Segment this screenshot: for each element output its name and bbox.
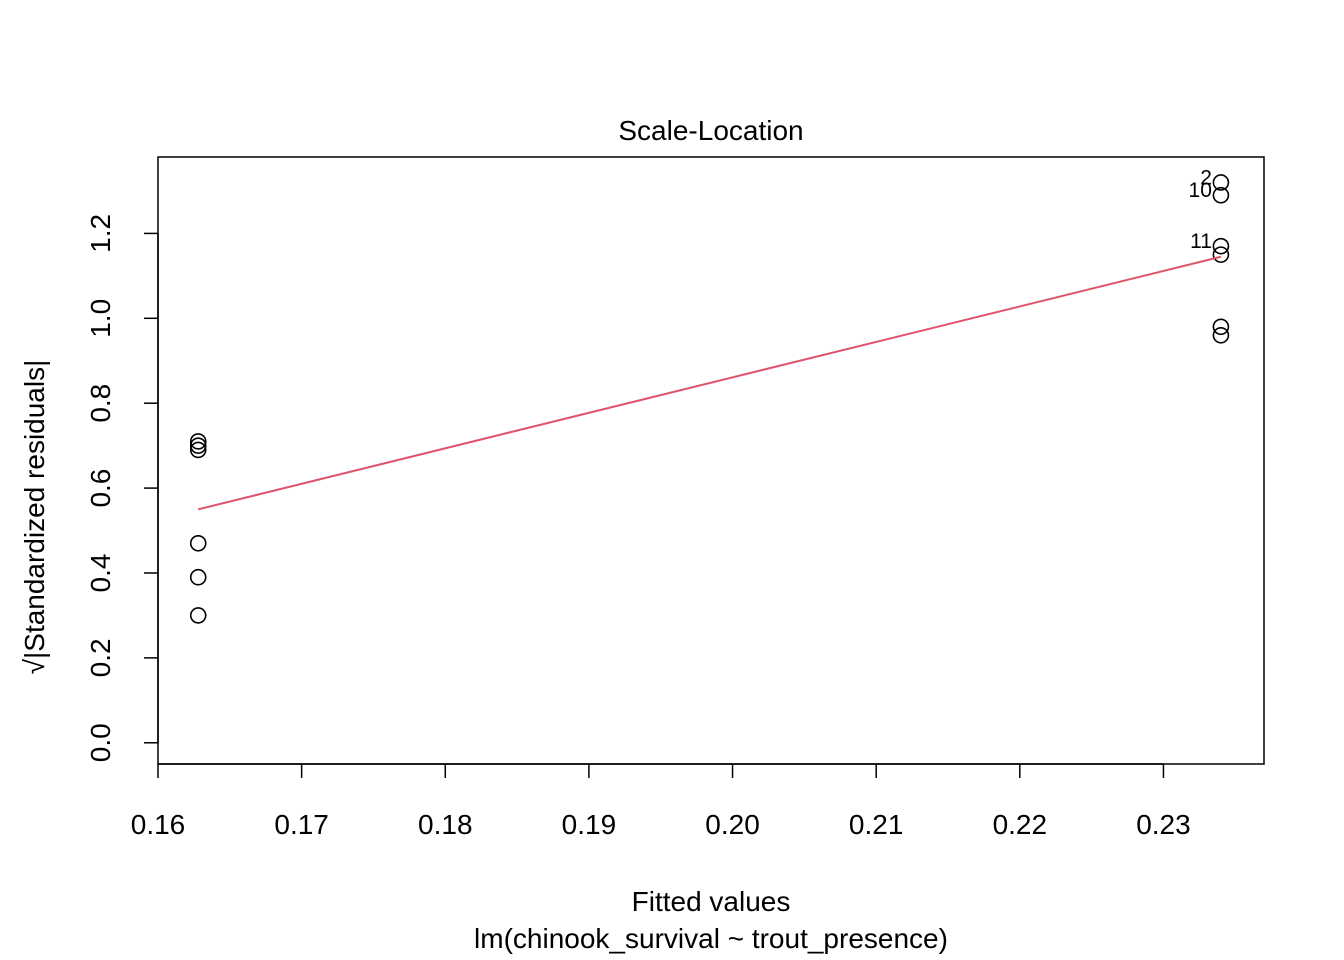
plot-frame <box>157 156 1265 765</box>
data-point <box>1212 237 1230 255</box>
points-layer <box>189 174 1230 624</box>
data-point <box>189 534 207 552</box>
y-tick-label: 0.4 <box>85 554 116 593</box>
point-label: 10 <box>1189 179 1212 202</box>
x-tick-label: 0.18 <box>418 809 473 840</box>
y-tick-label: 1.0 <box>85 299 116 338</box>
y-axis: 0.0 0.2 0.4 0.6 0.8 1.0 1.2 <box>85 214 159 762</box>
x-tick-label: 0.17 <box>274 809 329 840</box>
x-tick-label: 0.19 <box>562 809 617 840</box>
x-axis-label: Fitted values <box>632 886 791 917</box>
data-point <box>189 437 207 454</box>
data-point <box>189 568 207 586</box>
y-tick-label: 0.8 <box>85 384 116 423</box>
chart-subtitle: lm(chinook_survival ~ trout_presence) <box>474 923 948 954</box>
data-point <box>1212 174 1230 191</box>
x-tick-label: 0.23 <box>1136 809 1191 840</box>
data-point <box>189 441 207 459</box>
data-point <box>189 433 207 450</box>
y-tick-label: 0.0 <box>85 723 116 762</box>
y-tick-label: 0.6 <box>85 469 116 508</box>
smoother-line <box>197 255 1222 511</box>
data-point <box>189 607 207 624</box>
point-label: 2 <box>1200 166 1212 189</box>
y-tick-label: 1.2 <box>85 214 116 253</box>
x-tick-label: 0.22 <box>993 809 1048 840</box>
x-tick-label: 0.21 <box>849 809 904 840</box>
chart-title: Scale-Location <box>618 115 803 146</box>
point-labels-layer: 210 11 <box>1189 166 1212 253</box>
x-tick-label: 0.16 <box>131 809 186 840</box>
data-point <box>1212 326 1230 344</box>
y-axis-label: √|Standardized residuals| <box>19 360 50 675</box>
point-label: 11 <box>1190 230 1212 253</box>
x-axis: 0.16 0.17 0.18 0.19 0.20 0.21 0.22 0.23 <box>131 763 1191 840</box>
data-point <box>1212 246 1230 263</box>
data-point <box>1212 318 1230 336</box>
y-tick-label: 0.2 <box>85 638 116 677</box>
x-tick-label: 0.20 <box>705 809 760 840</box>
data-point <box>1212 186 1230 204</box>
